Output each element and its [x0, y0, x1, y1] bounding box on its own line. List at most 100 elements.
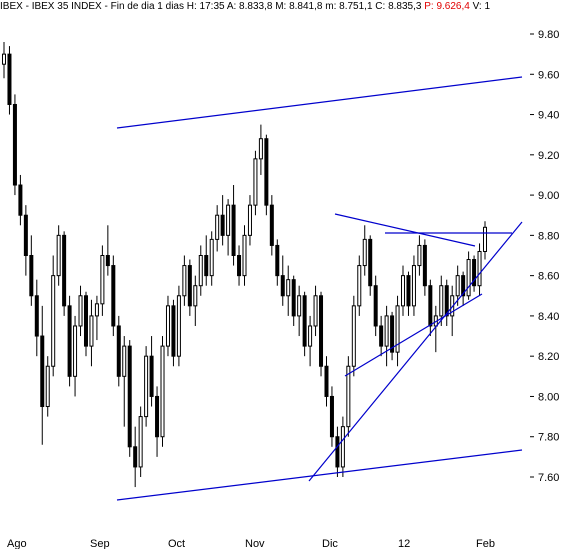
header-time: H: 17:35: [186, 1, 225, 12]
candle: [1, 42, 7, 79]
candle: [444, 279, 449, 326]
y-tick-label: 8.00: [538, 391, 559, 403]
candle: [291, 275, 296, 326]
x-axis: Ago Sep Oct Nov Dic 12 Feb: [7, 538, 495, 549]
y-tick-label: 8.40: [538, 311, 559, 323]
candle: [34, 279, 39, 357]
candle: [422, 239, 427, 296]
candle: [116, 315, 121, 387]
candle: [105, 225, 110, 276]
candle: [220, 195, 225, 246]
candle: [461, 271, 466, 306]
candle-bars: [1, 42, 488, 488]
candle: [160, 336, 165, 447]
y-tick-label: 8.60: [538, 271, 559, 283]
header-close: C: 8.835,3: [375, 1, 422, 12]
candle: [127, 340, 132, 457]
x-tick-label: Oct: [168, 538, 185, 549]
candle: [171, 299, 176, 367]
candle: [62, 231, 67, 316]
trendline[interactable]: [116, 76, 523, 129]
header-period: Fin de dia 1 dias: [110, 1, 184, 12]
candle: [144, 346, 149, 427]
candle: [302, 291, 307, 357]
candle: [384, 305, 389, 367]
y-tick-label: 8.20: [538, 351, 559, 363]
candle: [324, 356, 329, 407]
candle: [73, 315, 78, 397]
candle: [89, 299, 94, 367]
candle: [329, 386, 334, 447]
candle: [231, 185, 236, 266]
x-tick-label: Nov: [245, 538, 265, 549]
candle: [51, 255, 56, 377]
candle: [269, 195, 274, 256]
candle: [411, 255, 416, 316]
candle: [340, 416, 345, 477]
candle: [247, 195, 252, 246]
y-tick-label: 9.80: [538, 29, 559, 41]
header-low: m: 8.751,1: [325, 1, 373, 12]
candle: [253, 150, 258, 216]
candle: [40, 305, 45, 445]
candle: [275, 239, 280, 286]
header-volume: V: 1: [472, 1, 491, 12]
trendline[interactable]: [116, 449, 523, 501]
candle: [176, 285, 181, 367]
candle: [83, 291, 88, 357]
candle: [198, 245, 203, 296]
trendline[interactable]: [344, 293, 483, 377]
candle: [100, 245, 105, 316]
candle: [187, 259, 192, 316]
x-tick-label: Sep: [90, 538, 110, 549]
candle: [204, 235, 209, 286]
candle: [215, 205, 220, 252]
header-high: M: 8.841,8: [275, 1, 323, 12]
y-tick-label: 9.40: [538, 110, 559, 122]
candle: [45, 356, 50, 417]
candle: [455, 265, 460, 306]
candle: [280, 255, 285, 306]
header-open: A: 8.833,8: [226, 1, 273, 12]
candle: [138, 406, 143, 477]
candle: [477, 243, 482, 296]
candle: [373, 275, 378, 337]
trendline[interactable]: [308, 221, 523, 482]
candle: [379, 315, 384, 357]
candle: [18, 174, 23, 226]
candle: [395, 295, 400, 367]
candle: [313, 285, 318, 337]
candle: [368, 235, 373, 296]
x-tick-label: 12: [398, 538, 410, 549]
trendline[interactable]: [334, 213, 476, 247]
candle: [308, 315, 313, 367]
chart-header: IBEX - IBEX 35 INDEX - Fin de dia 1 dias…: [0, 1, 491, 12]
candle: [346, 356, 351, 437]
candle: [482, 221, 488, 260]
header-pointer-price: P: 9.626,4: [424, 1, 470, 12]
candle: [237, 245, 242, 286]
candle: [362, 225, 367, 276]
y-tick-label: 9.20: [538, 150, 559, 162]
candle: [466, 251, 471, 300]
candle: [111, 255, 116, 337]
header-name: IBEX 35 INDEX: [31, 1, 102, 12]
candle: [155, 386, 160, 457]
y-axis: 9.80 9.60 9.40 9.20 9.00 8.80 8.60 8.40 8.20 8.00…: [530, 29, 559, 484]
candle: [226, 199, 231, 256]
candle: [149, 336, 154, 407]
candle: [94, 295, 99, 341]
candle: [406, 271, 411, 316]
candle: [472, 255, 477, 292]
y-tick-label: 8.80: [538, 230, 559, 242]
candle: [56, 225, 61, 286]
x-tick-label: Dic: [322, 538, 338, 549]
candle: [351, 295, 356, 377]
candle: [7, 46, 12, 115]
candle: [417, 235, 422, 276]
candle: [297, 285, 302, 337]
candle: [12, 94, 17, 196]
y-tick-label: 9.00: [538, 190, 559, 202]
candle: [319, 291, 324, 377]
